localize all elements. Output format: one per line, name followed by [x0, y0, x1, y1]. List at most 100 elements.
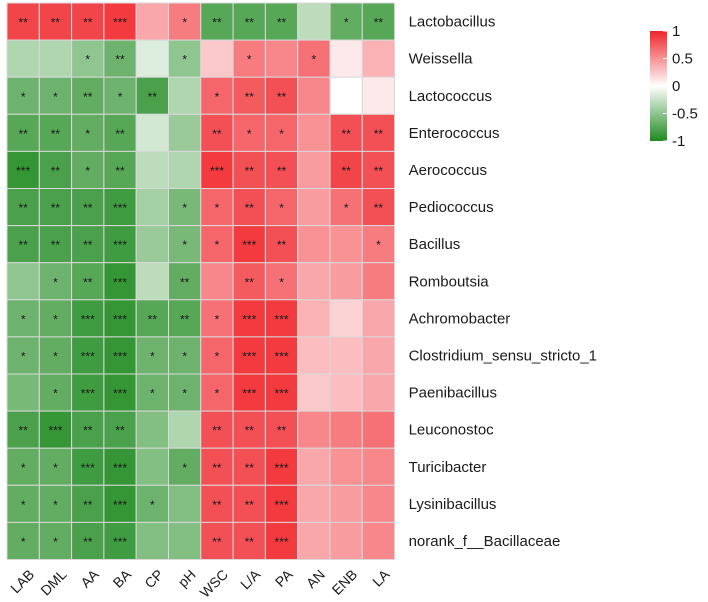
significance-label: ** [245, 424, 255, 438]
column-label: AA [77, 566, 102, 591]
row-label: Weissella [409, 51, 474, 68]
heatmap-cell [6, 262, 40, 301]
significance-label: *** [242, 387, 256, 401]
heatmap-cell [135, 373, 169, 412]
significance-label: * [21, 498, 26, 512]
significance-label: ** [374, 127, 384, 141]
heatmap-cell [329, 373, 363, 412]
significance-label: *** [242, 312, 256, 326]
significance-label: * [53, 90, 58, 104]
heatmap-cell [361, 2, 396, 41]
heatmap-cell [71, 521, 105, 561]
significance-label: * [21, 90, 26, 104]
significance-label: ** [374, 16, 384, 30]
heatmap-cell [264, 336, 299, 375]
heatmap-cell [200, 39, 234, 78]
significance-label: *** [48, 424, 62, 438]
heatmap-cell [38, 39, 73, 78]
heatmap-cell [329, 410, 363, 449]
significance-label: * [21, 535, 26, 549]
significance-label: *** [113, 201, 127, 215]
significance-label: *** [113, 238, 127, 252]
significance-label: *** [275, 312, 289, 326]
significance-label: * [376, 238, 381, 252]
significance-label: *** [242, 238, 256, 252]
significance-label: *** [275, 535, 289, 549]
significance-label: *** [81, 349, 95, 363]
row-label: Pediococcus [409, 199, 494, 216]
heatmap-cell [168, 76, 202, 115]
significance-label: * [53, 387, 58, 401]
significance-label: ** [180, 312, 190, 326]
significance-label: *** [81, 461, 95, 475]
row-label: Lysinibacillus [409, 496, 497, 513]
significance-label: *** [81, 312, 95, 326]
significance-label: ** [277, 424, 287, 438]
significance-label: ** [83, 90, 93, 104]
heatmap-cell [168, 150, 202, 189]
heatmap-cell [264, 225, 299, 264]
significance-label: ** [180, 275, 190, 289]
heatmap-cell [135, 188, 169, 227]
heatmap-cell [38, 76, 73, 115]
significance-label: ** [51, 238, 61, 252]
heatmap-cell [103, 336, 137, 375]
heatmap-cell [168, 447, 202, 486]
heatmap-cell [103, 373, 137, 412]
heatmap-cell [232, 39, 266, 78]
heatmap-cell [103, 39, 137, 78]
heatmap-cell [297, 410, 331, 449]
heatmap-cell [135, 410, 169, 449]
significance-label: ** [212, 127, 222, 141]
heatmap-cell [361, 410, 396, 449]
heatmap-cell [361, 373, 396, 412]
column-label: L/A [237, 566, 264, 593]
heatmap-cell [297, 336, 331, 375]
significance-label: * [247, 53, 252, 67]
significance-label: * [53, 461, 58, 475]
significance-label: *** [275, 387, 289, 401]
legend-tick-label: 1 [672, 23, 680, 40]
heatmap-cell [168, 484, 202, 523]
heatmap-cell [232, 113, 266, 152]
significance-label: * [85, 164, 90, 178]
heatmap-cell [297, 521, 331, 561]
heatmap-cell [6, 76, 40, 115]
significance-label: ** [212, 424, 222, 438]
heatmap-cell [6, 39, 40, 78]
significance-label: ** [148, 312, 158, 326]
significance-label: ** [18, 238, 28, 252]
heatmap-cell [168, 262, 202, 301]
heatmap-cell [71, 299, 105, 338]
heatmap-cell [329, 188, 363, 227]
heatmap-cell [264, 76, 299, 115]
significance-label: ** [83, 535, 93, 549]
significance-label: * [150, 349, 155, 363]
heatmap-cell [361, 188, 396, 227]
significance-label: *** [113, 387, 127, 401]
heatmap-cell [38, 262, 73, 301]
significance-label: ** [212, 535, 222, 549]
significance-label: ** [277, 16, 287, 30]
significance-label: *** [113, 461, 127, 475]
column-label: LA [369, 566, 393, 590]
significance-label: * [53, 349, 58, 363]
significance-label: *** [275, 461, 289, 475]
heatmap-cell [297, 299, 331, 338]
significance-label: * [312, 53, 317, 67]
significance-label: ** [277, 238, 287, 252]
heatmap-cell [168, 521, 202, 561]
significance-label: * [85, 127, 90, 141]
heatmap-cell [135, 113, 169, 152]
heatmap-cell [361, 521, 396, 561]
heatmap-cell [361, 76, 396, 115]
column-label: WSC [197, 566, 231, 600]
heatmap-cell [200, 262, 234, 301]
significance-label: * [344, 16, 349, 30]
significance-label: * [344, 201, 349, 215]
row-label: Clostridium_sensu_stricto_1 [409, 347, 597, 364]
significance-label: ** [341, 127, 351, 141]
heatmap-cell [264, 39, 299, 78]
heatmap-cell [71, 336, 105, 375]
significance-label: * [118, 90, 123, 104]
